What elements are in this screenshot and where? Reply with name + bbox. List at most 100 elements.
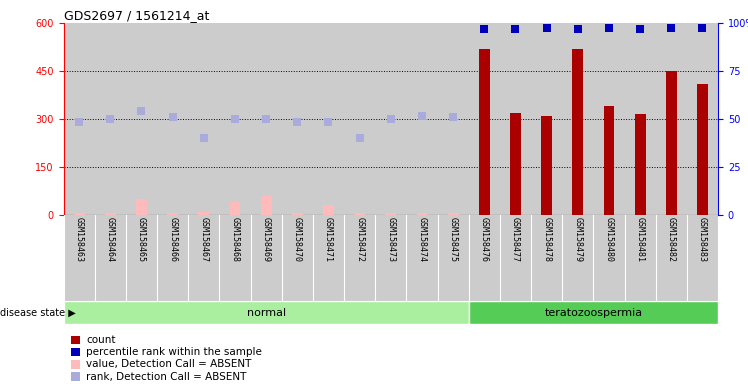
Bar [438, 23, 469, 215]
Text: GSM158478: GSM158478 [542, 217, 551, 262]
Bar [385, 214, 396, 215]
Text: GDS2697 / 1561214_at: GDS2697 / 1561214_at [64, 9, 209, 22]
Point [541, 25, 553, 31]
Point [322, 119, 334, 125]
Bar [687, 23, 718, 215]
Bar [282, 215, 313, 301]
Text: value, Detection Call = ABSENT: value, Detection Call = ABSENT [86, 359, 251, 369]
Bar [313, 23, 344, 215]
Text: GSM158477: GSM158477 [511, 217, 520, 262]
Text: count: count [86, 335, 115, 345]
Bar [219, 215, 251, 301]
Text: GSM158466: GSM158466 [168, 217, 177, 262]
Bar [323, 205, 334, 215]
Bar [469, 23, 500, 215]
Text: normal: normal [247, 308, 286, 318]
Text: GSM158470: GSM158470 [292, 217, 302, 262]
Point [665, 25, 677, 31]
Bar [479, 49, 490, 215]
Bar [375, 23, 406, 215]
Text: percentile rank within the sample: percentile rank within the sample [86, 347, 262, 357]
Bar [64, 215, 95, 301]
Bar [531, 23, 562, 215]
Text: GSM158463: GSM158463 [75, 217, 84, 262]
Point [260, 116, 272, 122]
Bar [251, 215, 282, 301]
Bar [126, 23, 157, 215]
Point [354, 135, 366, 141]
Bar [656, 23, 687, 215]
Point [229, 116, 241, 122]
Bar [157, 23, 188, 215]
Text: GSM158476: GSM158476 [479, 217, 489, 262]
Text: GSM158475: GSM158475 [449, 217, 458, 262]
Point [384, 116, 396, 122]
Bar [64, 23, 95, 215]
Text: GSM158472: GSM158472 [355, 217, 364, 262]
Bar [562, 23, 593, 215]
Bar [687, 215, 718, 301]
Bar [448, 214, 459, 215]
Point [197, 135, 209, 141]
Point [73, 119, 85, 125]
Text: GSM158467: GSM158467 [199, 217, 209, 262]
Bar [168, 214, 178, 215]
Text: GSM158465: GSM158465 [137, 217, 146, 262]
Bar [593, 23, 625, 215]
Bar [469, 301, 718, 324]
Bar [292, 214, 303, 215]
Bar [188, 23, 219, 215]
Bar [188, 215, 219, 301]
Bar [355, 214, 365, 215]
Text: GSM158473: GSM158473 [386, 217, 396, 262]
Bar [697, 84, 708, 215]
Bar [593, 215, 625, 301]
Point [571, 26, 583, 33]
Bar [500, 23, 531, 215]
Point [603, 25, 615, 31]
Bar [105, 214, 116, 215]
Bar [313, 215, 344, 301]
Bar [604, 106, 614, 215]
Bar [344, 215, 375, 301]
Text: GSM158469: GSM158469 [262, 217, 271, 262]
Bar [469, 215, 500, 301]
Point [291, 119, 303, 125]
Bar [531, 215, 562, 301]
Bar [126, 215, 157, 301]
Bar [666, 71, 677, 215]
Bar [510, 113, 521, 215]
Bar [136, 199, 147, 215]
Point [509, 26, 521, 33]
Bar [251, 23, 282, 215]
Bar [282, 23, 313, 215]
Point [696, 25, 708, 31]
Bar [656, 215, 687, 301]
Bar [635, 114, 646, 215]
Bar [406, 215, 438, 301]
Bar [95, 23, 126, 215]
Bar [157, 215, 188, 301]
Text: GSM158479: GSM158479 [573, 217, 583, 262]
Bar [572, 49, 583, 215]
Text: disease state ▶: disease state ▶ [0, 308, 76, 318]
Text: GSM158471: GSM158471 [324, 217, 333, 262]
Bar [438, 215, 469, 301]
Bar [64, 301, 469, 324]
Bar [219, 23, 251, 215]
Bar [261, 196, 272, 215]
Bar [406, 23, 438, 215]
Text: GSM158464: GSM158464 [105, 217, 115, 262]
Bar [74, 214, 85, 215]
Point [447, 114, 459, 121]
Point [135, 108, 147, 114]
Text: GSM158481: GSM158481 [636, 217, 645, 262]
Text: GSM158468: GSM158468 [230, 217, 239, 262]
Bar [375, 215, 406, 301]
Point [104, 116, 116, 122]
Point [634, 26, 646, 33]
Point [167, 114, 179, 121]
Text: GSM158480: GSM158480 [604, 217, 613, 262]
Bar [230, 202, 240, 215]
Text: GSM158483: GSM158483 [698, 217, 707, 262]
